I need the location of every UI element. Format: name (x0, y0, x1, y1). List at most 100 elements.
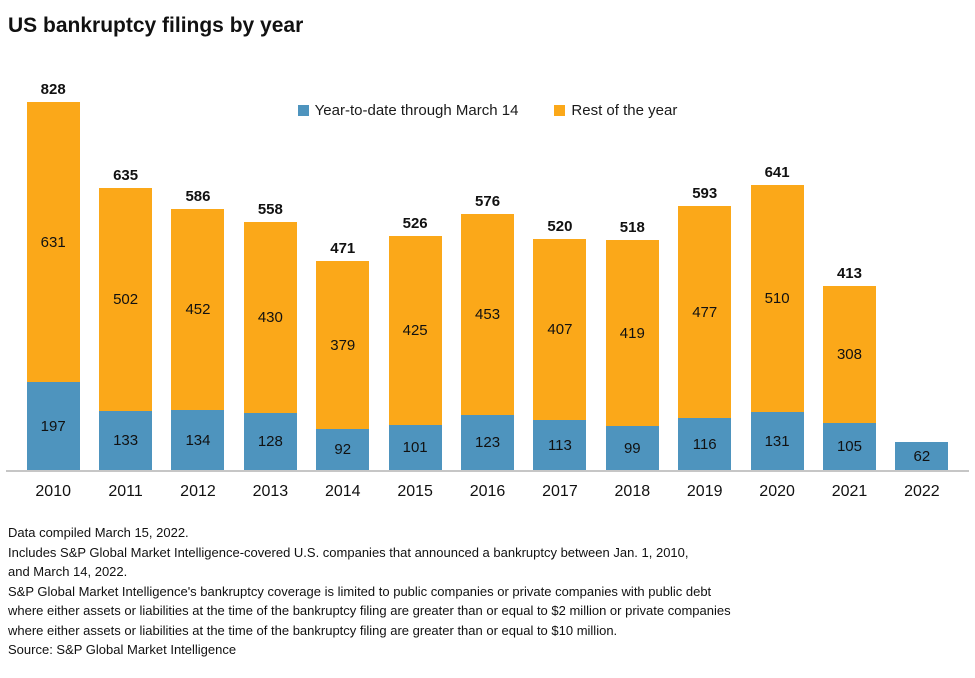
bar-column-2014: 471 379 92 (307, 240, 379, 470)
legend-item-rest: Rest of the year (554, 102, 677, 119)
segment-year-to-date: 92 (316, 429, 370, 470)
segment-label: 131 (764, 432, 790, 450)
segment-label: 99 (623, 439, 641, 457)
x-axis-line (6, 470, 969, 472)
footnote-line: Includes S&P Global Market Intelligence-… (8, 544, 689, 560)
x-tick-label: 2020 (759, 483, 795, 500)
segment-rest-of-year: 453 (461, 214, 515, 415)
x-tick-label: 2017 (542, 483, 578, 500)
segment-rest-of-year: 631 (26, 102, 80, 382)
segment-year-to-date: 197 (26, 382, 80, 470)
segment-label: 62 (913, 447, 931, 465)
footnote-line: Data compiled March 15, 2022. (8, 525, 189, 540)
segment-year-to-date: 116 (678, 418, 732, 470)
segment-label: 452 (185, 301, 211, 318)
bar-column-2017: 520 407 113 (524, 218, 596, 470)
total-label: 641 (764, 164, 790, 181)
chart-area: Year-to-date through March 14 Rest of th… (0, 74, 975, 501)
total-label: 558 (257, 201, 283, 218)
segment-year-to-date: 134 (171, 410, 225, 470)
total-label: 593 (692, 185, 718, 202)
segment-label: 113 (547, 436, 572, 454)
segment-rest-of-year: 502 (99, 188, 153, 411)
chart-legend: Year-to-date through March 14 Rest of th… (0, 102, 975, 119)
segment-rest-of-year: 407 (533, 239, 587, 420)
segment-label: 430 (257, 309, 283, 326)
x-tick-label: 2014 (324, 483, 361, 500)
bar-column-2010: 828 631 197 (17, 81, 89, 470)
x-tick-label: 2019 (686, 483, 723, 500)
segment-label: 123 (475, 434, 501, 451)
legend-item-ytd: Year-to-date through March 14 (297, 102, 519, 119)
segment-year-to-date: 113 (533, 420, 587, 470)
total-label: 576 (475, 193, 501, 210)
footnotes: Data compiled March 15, 2022. Includes S… (0, 523, 975, 660)
total-label: 586 (185, 188, 211, 205)
segment-label: 134 (185, 431, 211, 449)
segment-year-to-date: 133 (99, 411, 153, 470)
segment-label: 308 (836, 346, 862, 363)
legend-swatch-rest-icon (554, 105, 566, 116)
segment-label: 407 (547, 321, 573, 338)
segment-rest-of-year: 510 (750, 185, 804, 412)
bar-column-2015: 526 425 101 (379, 215, 451, 470)
bar-column-2016: 576 453 123 (451, 193, 523, 470)
x-tick-label: 2018 (614, 483, 651, 500)
legend-label-ytd: Year-to-date through March 14 (314, 102, 519, 119)
segment-label: 419 (619, 324, 645, 342)
x-tick-label: 2013 (252, 483, 289, 500)
bar-column-2020: 641 510 131 (741, 164, 813, 470)
footnote-line: where either assets or liabilities at th… (8, 603, 731, 618)
footnote-line: and March 14, 2022. (8, 564, 128, 579)
bar-column-2018: 518 419 99 (596, 219, 668, 470)
total-label: 520 (547, 218, 573, 235)
segment-label: 105 (836, 438, 862, 455)
total-label: 635 (113, 167, 139, 184)
segment-label: 133 (113, 432, 139, 449)
bar-column-2012: 586 452 134 (162, 188, 234, 470)
segment-label: 631 (40, 233, 66, 251)
chart-title: US bankruptcy filings by year (8, 14, 304, 37)
segment-rest-of-year: 452 (171, 209, 225, 410)
x-tick-label: 2016 (469, 483, 506, 500)
footnote-line: Source: S&P Global Market Intelligence (8, 642, 237, 657)
segment-label: 101 (402, 439, 428, 456)
segment-year-to-date: 99 (605, 426, 659, 470)
x-tick-label: 2021 (831, 483, 868, 500)
bar-column-2022: 62 (886, 442, 958, 470)
segment-label: 453 (475, 306, 501, 323)
x-tick-label: 2012 (180, 483, 216, 500)
segment-label: 128 (257, 433, 283, 450)
segment-year-to-date: 128 (243, 413, 297, 470)
segment-year-to-date: 123 (461, 415, 515, 470)
legend-label-rest: Rest of the year (571, 102, 678, 119)
total-label: 518 (619, 219, 645, 236)
bar-column-2021: 413 308 105 (813, 265, 885, 470)
total-label: 828 (40, 81, 66, 98)
segment-label: 510 (764, 290, 790, 307)
segment-year-to-date: 105 (822, 423, 876, 470)
segment-label: 197 (40, 417, 66, 435)
segment-rest-of-year: 308 (822, 286, 876, 423)
segment-rest-of-year: 430 (243, 222, 297, 413)
x-axis-labels: 2010 2011 2012 2013 2014 2015 2016 2017 2018 2019… (17, 472, 958, 501)
total-label: 413 (836, 265, 862, 282)
segment-rest-of-year: 425 (388, 236, 442, 425)
x-tick-label: 2011 (108, 483, 143, 500)
bar-chart-plot: 828 631 197 635 502 133 586 452 134 558 430 128 471 3… (17, 74, 958, 470)
bar-column-2011: 635 502 133 (89, 167, 161, 470)
segment-year-to-date: 131 (750, 412, 804, 470)
segment-label: 379 (330, 336, 356, 354)
segment-year-to-date: 62 (895, 442, 949, 470)
legend-swatch-ytd-icon (297, 105, 309, 116)
x-tick-label: 2010 (35, 483, 71, 500)
segment-rest-of-year: 477 (678, 206, 732, 418)
segment-label: 92 (334, 441, 352, 458)
footnote-line: where either assets or liabilities at th… (8, 622, 618, 638)
segment-label: 502 (113, 291, 139, 308)
segment-year-to-date: 101 (388, 425, 442, 470)
x-tick-label: 2015 (397, 483, 433, 500)
segment-label: 425 (402, 322, 428, 339)
segment-label: 116 (692, 435, 717, 453)
